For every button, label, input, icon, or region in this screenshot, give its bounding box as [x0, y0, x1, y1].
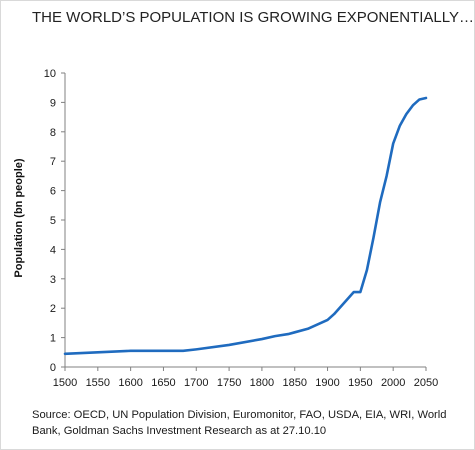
x-tick-label: 1950 [348, 377, 372, 389]
x-tick-label: 1750 [217, 377, 241, 389]
x-tick-label: 1500 [53, 377, 77, 389]
x-tick-label: 1700 [184, 377, 208, 389]
x-tick-label: 1550 [86, 377, 110, 389]
chart-title: THE WORLD’S POPULATION IS GROWING EXPONE… [32, 9, 475, 26]
y-axis-label: Population (bn people) [13, 158, 25, 277]
x-tick-label: 1600 [118, 377, 142, 389]
x-axis-ticks: 1500 1550 1600 1650 1700 1750 1800 1850 1900 1950… [53, 367, 438, 389]
y-tick-label: 9 [50, 97, 56, 109]
y-tick-label: 6 [50, 186, 56, 198]
population-series-line [63, 96, 428, 356]
y-tick-label: 8 [50, 127, 56, 139]
y-tick-label: 3 [50, 274, 56, 286]
source-note: Source: OECD, UN Population Division, Eu… [32, 409, 447, 437]
y-tick-label: 5 [50, 215, 56, 227]
x-tick-label: 2000 [381, 377, 405, 389]
y-tick-label: 7 [50, 156, 56, 168]
x-tick-label: 1800 [250, 377, 274, 389]
x-tick-label: 2050 [414, 377, 438, 389]
y-axis-ticks: 0 1 2 3 4 5 6 7 8 9 10 [44, 68, 65, 374]
y-tick-label: 2 [50, 303, 56, 315]
y-tick-label: 0 [50, 362, 56, 374]
x-tick-label: 1900 [315, 377, 339, 389]
y-tick-label: 1 [50, 333, 56, 345]
y-tick-label: 10 [44, 68, 56, 80]
x-tick-label: 1650 [151, 377, 175, 389]
x-tick-label: 1850 [282, 377, 306, 389]
y-tick-label: 4 [50, 244, 56, 256]
